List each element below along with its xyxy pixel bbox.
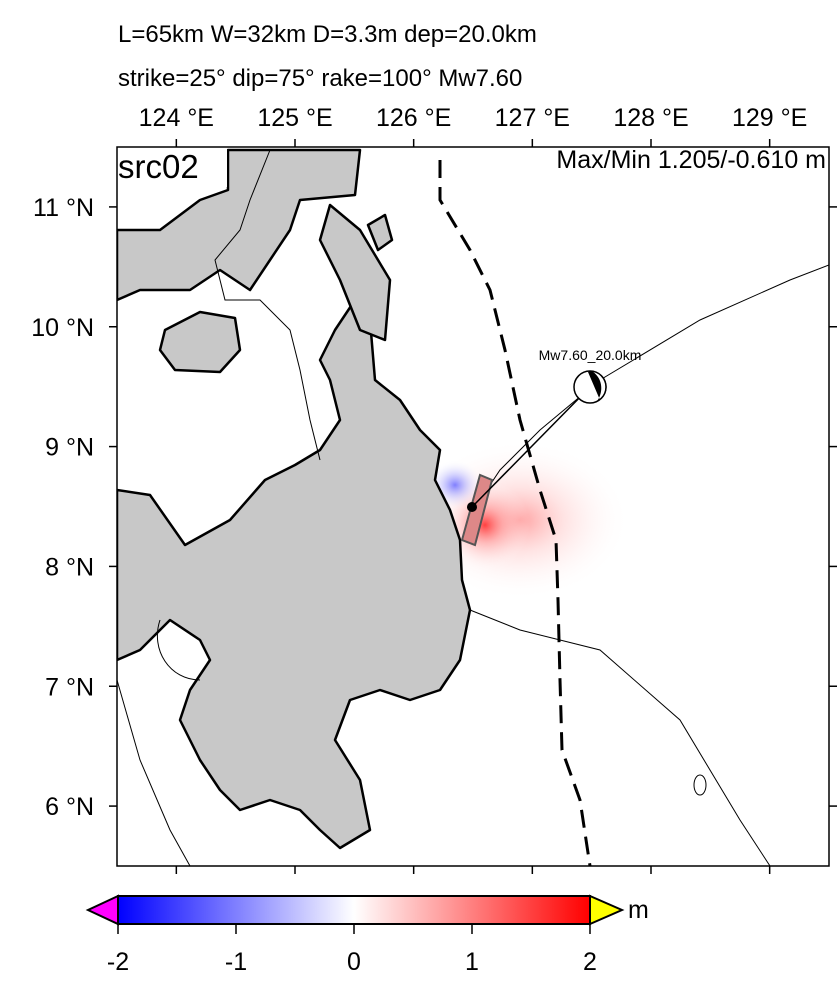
epicenter [467,502,477,512]
colorbar-unit: m [628,896,649,924]
label-box [117,147,227,187]
colorbar-tick-label: -1 [225,948,247,976]
under-triangle [85,894,119,926]
y-tick-label: 7 °N [45,673,94,701]
y-tick-label: 10 °N [31,314,94,342]
colorbar-tick-label: -2 [107,948,129,976]
y-tick-label: 11 °N [33,194,94,222]
x-tick-label: 125 °E [257,104,332,132]
x-tick-label: 124 °E [139,104,214,132]
colorbar-tick-label: 0 [347,948,361,976]
title-line: L=65km W=32km D=3.3m dep=20.0km [118,21,537,48]
land [117,148,472,850]
colorbar: m [85,894,649,926]
max-min: Max/Min 1.205/-0.610 m [556,146,826,174]
map-frame [116,146,830,867]
fault-plane [460,473,494,547]
leader-line [471,386,591,508]
trench [438,160,592,866]
colorbar-ramp [117,895,591,925]
x-tick-label: 126 °E [376,104,451,132]
colorbar-tick-label: 1 [465,948,479,976]
y-tick-label: 9 °N [45,434,94,462]
x-tick-label: 128 °E [613,104,688,132]
y-tick-label: 6 °N [45,793,94,821]
x-tick-label: 127 °E [495,104,570,132]
map-body: Mw7.60_20.0km src02 Max/Min 1.205/-0.610… [117,146,829,866]
y-tick-label: 8 °N [45,553,94,581]
beachball-label: Mw7.60_20.0km [539,347,642,363]
title-line: strike=25° dip=75° rake=100° Mw7.60 [118,65,522,92]
x-tick-label: 129 °E [732,104,807,132]
colorbar-tick-label: 2 [583,948,597,976]
beachball-fill [588,370,607,401]
panel-label: src02 [118,148,199,185]
over-triangle [589,894,625,926]
